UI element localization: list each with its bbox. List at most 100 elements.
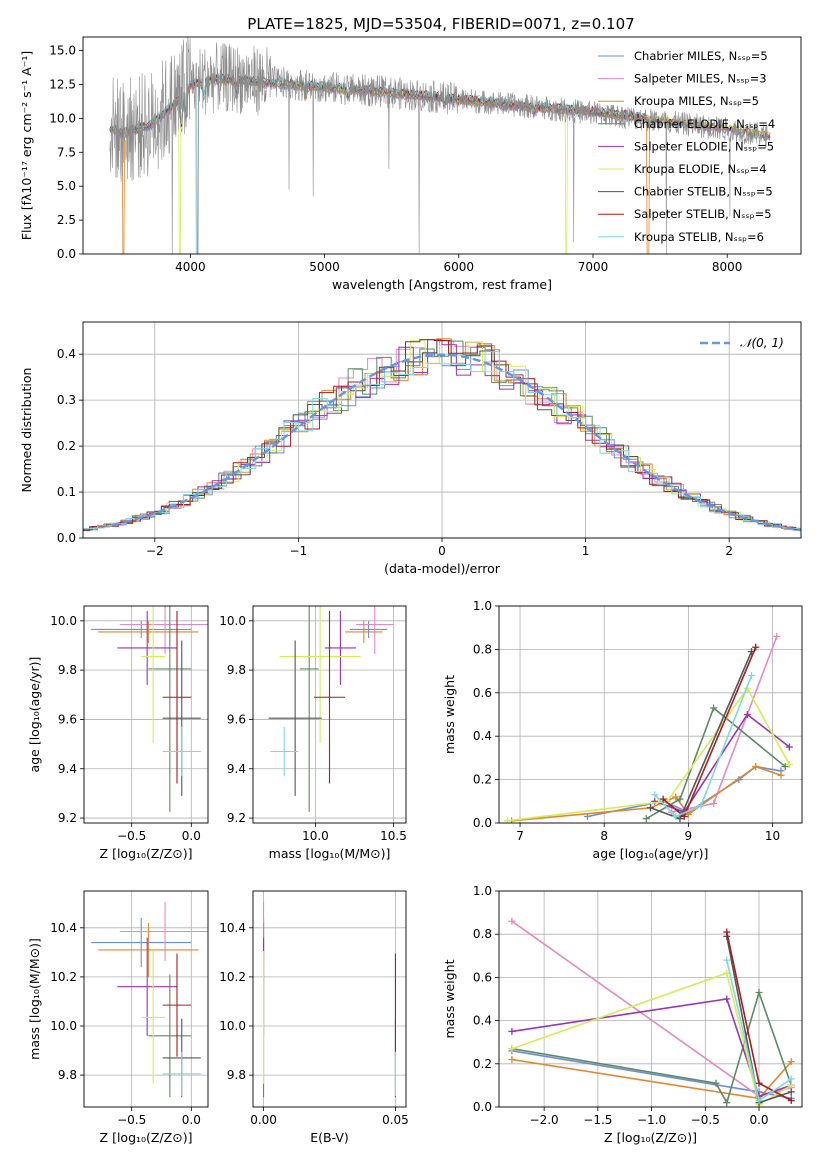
y-tick-label: 5.0 xyxy=(57,179,76,193)
grid-lines xyxy=(84,891,208,1107)
data-point xyxy=(710,799,718,807)
errorbar-kroupa-miles xyxy=(98,620,199,643)
axes-frame xyxy=(83,605,209,824)
data-point xyxy=(723,928,731,936)
series-chabrier-elodie xyxy=(642,704,789,823)
y-axis-label: mass weight xyxy=(442,959,457,1038)
data-point xyxy=(748,671,755,679)
data-point xyxy=(676,815,684,823)
x-axis-label: (data-model)/error xyxy=(384,561,501,576)
errorbar-kroupa-stelib xyxy=(162,726,201,777)
data-point xyxy=(508,1055,516,1063)
y-tick-label: 15.0 xyxy=(49,44,76,58)
errorbar-chabrier-elodie xyxy=(148,974,192,1098)
series-kroupa-elodie xyxy=(503,684,793,823)
data-point xyxy=(710,704,718,712)
data-point xyxy=(676,795,684,803)
errorbar-salpeter-miles xyxy=(356,606,394,655)
y-tick-label: 10.0 xyxy=(219,614,246,628)
legend-label-salpeter-miles: Salpeter MILES, Nₛₛₚ=3 xyxy=(634,72,767,86)
legend-label-kroupa-miles: Kroupa MILES, Nₛₛₚ=5 xyxy=(634,94,759,108)
errorbar-chabrier-miles xyxy=(91,620,192,639)
series-salpeter-stelib xyxy=(659,643,760,820)
errorbar-kroupa-elodie xyxy=(279,606,361,743)
data-point xyxy=(503,817,511,823)
y-tick-label: 0.8 xyxy=(473,927,492,941)
errorbar-salpeter-stelib xyxy=(162,610,192,784)
x-tick-label: 0.00 xyxy=(250,1113,277,1127)
data-point xyxy=(723,995,731,1003)
x-tick-label: −2 xyxy=(146,544,164,558)
data-point xyxy=(508,917,516,925)
data-point xyxy=(672,793,680,801)
y-tick-label: 0.6 xyxy=(473,686,492,700)
x-tick-label: 10 xyxy=(765,829,780,843)
x-axis-label: wavelength [Angstrom, rest frame] xyxy=(332,277,552,292)
axes-frame xyxy=(82,36,802,255)
x-axis-label: Z [log₁₀(Z/Z⊙)] xyxy=(100,846,193,861)
series-line xyxy=(507,687,791,822)
y-axis-label: mass [log₁₀(M/M⊙)] xyxy=(27,938,42,1060)
y-tick-label: 0.0 xyxy=(473,816,492,830)
y-tick-label: 9.8 xyxy=(58,1068,77,1082)
legend-label-salpeter-elodie: Salpeter ELODIE, Nₛₛₚ=5 xyxy=(634,139,774,153)
data-point xyxy=(787,1075,795,1083)
data-point xyxy=(723,956,731,964)
x-tick-label: 0 xyxy=(438,544,446,558)
data-point xyxy=(787,1081,795,1089)
legend: Chabrier MILES, Nₛₛₚ=5 Salpeter MILES, Nₛ… xyxy=(598,49,775,244)
data-point xyxy=(785,743,793,751)
y-tick-label: 9.6 xyxy=(58,712,77,726)
x-tick-label: 7 xyxy=(516,829,524,843)
series-line xyxy=(645,706,786,820)
x-tick-label: 0.0 xyxy=(182,1113,201,1127)
y-tick-label: 10.2 xyxy=(219,970,246,984)
data-point xyxy=(680,812,688,820)
data-point xyxy=(647,804,654,812)
errorbar-salpeter-elodie xyxy=(117,610,177,685)
x-axis-label: age [log₁₀(age/yr)] xyxy=(593,846,709,861)
plot-area xyxy=(91,606,208,812)
axes-residual-histogram: −2 −1 0 1 2 0.0 0.1 0.2 0.3 0.4 (data-model)/error… xyxy=(19,321,802,576)
data-point xyxy=(781,763,789,771)
y-tick-label: 12.5 xyxy=(49,77,76,91)
x-tick-label: −1 xyxy=(290,544,308,558)
y-tick-label: 9.4 xyxy=(227,762,246,776)
x-axis-label: Z [log₁₀(Z/Z⊙)] xyxy=(100,1130,193,1145)
errorbar-kroupa-miles xyxy=(345,620,383,643)
series-line xyxy=(511,998,792,1098)
figure-title: PLATE=1825, MJD=53504, FIBERID=0071, z=0… xyxy=(247,15,634,33)
y-tick-label: 0.3 xyxy=(57,393,76,407)
y-tick-label: 0.4 xyxy=(473,729,492,743)
grid-lines xyxy=(499,605,802,824)
series-kroupa-stelib xyxy=(723,956,795,1105)
data-point xyxy=(697,802,705,810)
data-point xyxy=(659,795,667,803)
data-point xyxy=(785,760,793,768)
y-tick-label: 0.4 xyxy=(473,1014,492,1028)
x-tick-label: 4000 xyxy=(175,260,206,274)
x-tick-label: 5000 xyxy=(309,260,340,274)
y-tick-label: 9.8 xyxy=(227,1068,246,1082)
data-point xyxy=(752,763,760,771)
data-point xyxy=(684,810,692,818)
series-line xyxy=(511,765,782,822)
legend-label-normal: 𝒩(0, 1) xyxy=(740,336,784,350)
axes-frame xyxy=(252,605,407,824)
series-kroupa-stelib xyxy=(651,671,755,820)
y-tick-label: 1.0 xyxy=(473,884,492,898)
x-tick-label: 0.05 xyxy=(382,1113,409,1127)
y-axis-label: Normed distribution xyxy=(19,368,34,493)
errorbar-chabrier-stelib xyxy=(268,640,322,796)
plot-area xyxy=(263,902,396,1098)
data-point xyxy=(651,791,659,799)
errorbar-salpeter-miles xyxy=(119,902,208,961)
series-line xyxy=(650,651,753,820)
y-tick-label: 0.0 xyxy=(57,247,76,261)
axes-spectrum: 4000 5000 6000 7000 8000 0.0 2.5 5.0 7.5 10.0 12.5… xyxy=(19,36,802,292)
y-tick-label: 0.8 xyxy=(473,642,492,656)
y-tick-label: 0.0 xyxy=(57,531,76,545)
y-tick-label: 10.0 xyxy=(49,111,76,125)
y-tick-label: 9.8 xyxy=(58,663,77,677)
